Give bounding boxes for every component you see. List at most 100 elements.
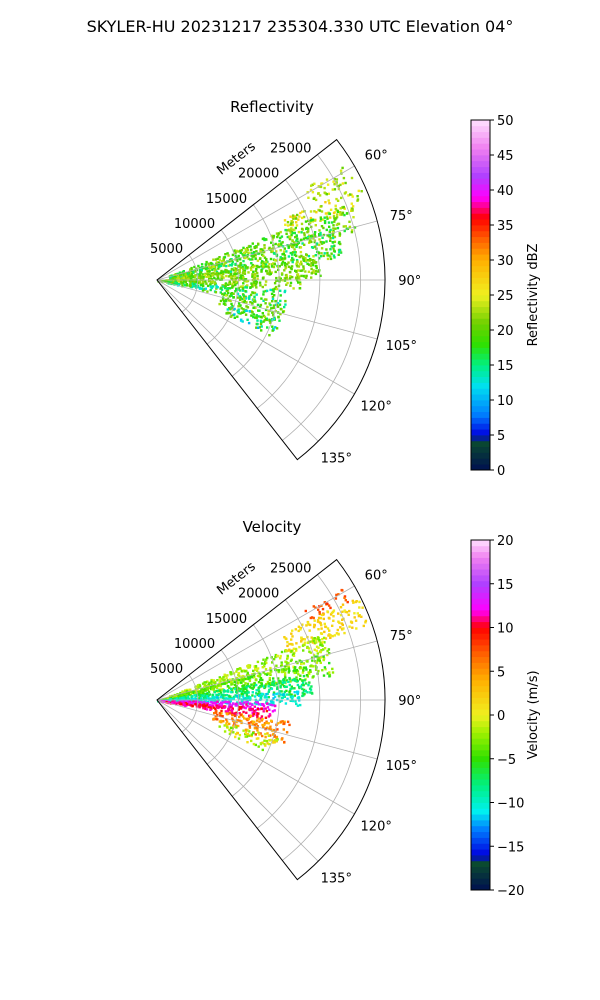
echo-gate (300, 684, 304, 687)
echo-gate (249, 714, 253, 718)
echo-gate (313, 240, 316, 244)
echo-gate (294, 669, 298, 672)
echo-gate (226, 252, 229, 255)
echo-gate (303, 643, 306, 647)
echo-gate (328, 225, 331, 228)
echo-gate (229, 308, 232, 311)
echo-gate (274, 300, 277, 303)
sector-outline (156, 138, 386, 461)
echo-gate (212, 258, 215, 261)
echo-gate (275, 681, 278, 685)
echo-gate (288, 265, 291, 268)
polar-grid (156, 574, 385, 862)
echo-gate (326, 672, 329, 675)
echo-gate (242, 246, 245, 250)
echo-gate (334, 207, 337, 211)
echo-gate (337, 612, 340, 615)
echo-gate (290, 632, 293, 635)
echo-gate (239, 289, 242, 292)
colorbar-segment (471, 849, 490, 856)
echo-gate (257, 737, 260, 740)
echo-gate (300, 227, 304, 231)
radial-tick-label: 15000 (206, 612, 247, 627)
echo-gate (333, 244, 336, 247)
echo-gate (300, 662, 303, 665)
echo-gate (245, 305, 248, 308)
echo-gate (324, 625, 327, 628)
echo-gate (321, 638, 324, 641)
echo-gate (228, 702, 232, 706)
echo-gate (278, 258, 282, 261)
colorbar-segment (471, 580, 490, 588)
echo-gate (250, 733, 253, 736)
echo-gate (227, 698, 230, 701)
echo-gate (164, 280, 167, 283)
echo-gate (267, 272, 270, 275)
echo-gate (312, 197, 315, 200)
echo-gate (301, 687, 304, 691)
echo-gate (327, 648, 331, 651)
echo-gate (209, 266, 212, 270)
echo-gate (220, 677, 224, 680)
echo-gate (291, 239, 294, 242)
echo-gate (246, 266, 249, 269)
echo-gate (242, 678, 246, 681)
echo-gate (240, 249, 244, 252)
colorbar-segment (471, 429, 490, 436)
echo-gate (334, 597, 338, 600)
range-ring (257, 179, 321, 409)
colorbar-segment (471, 825, 490, 833)
echo-gate (328, 629, 331, 632)
echo-gate (245, 694, 249, 697)
echo-gate (307, 684, 310, 687)
echo-gate (206, 694, 209, 698)
echo-gate (276, 683, 279, 686)
echo-gate (242, 680, 245, 683)
echo-gate (332, 619, 335, 622)
echo-gate (284, 228, 287, 232)
echo-gate (181, 694, 184, 698)
echo-gate (319, 216, 322, 219)
echo-gate (233, 316, 236, 319)
colorbar-segment (471, 417, 490, 424)
echo-gate (239, 258, 242, 261)
echo-gate (272, 306, 275, 310)
echo-gate (250, 254, 253, 257)
echo-gate (326, 649, 329, 653)
echo-gate (244, 313, 248, 316)
echo-gate (235, 720, 238, 724)
echo-gate (263, 315, 267, 319)
echo-gate (240, 702, 243, 705)
echo-gate (268, 708, 271, 711)
colorbar-segment (471, 627, 490, 634)
echo-gate (234, 254, 237, 257)
echo-gate (209, 283, 212, 286)
echo-gate (328, 661, 331, 665)
echo-gate (237, 302, 241, 305)
echo-gate (300, 263, 303, 266)
echo-gate (228, 701, 232, 704)
colorbar-segment (471, 382, 490, 389)
echo-gate (289, 687, 292, 691)
echo-gate (293, 677, 296, 681)
echo-gate (262, 290, 265, 293)
echo-gate (351, 207, 354, 211)
echo-gate (252, 686, 255, 689)
colorbar-segment (471, 347, 490, 354)
echo-gate (229, 673, 232, 676)
echo-gate (227, 690, 230, 693)
theta-tick-label: 120° (361, 819, 392, 834)
echo-gate (275, 276, 278, 280)
colorbar-segment (471, 545, 490, 553)
echo-gate (309, 691, 312, 694)
echo-gate (290, 650, 293, 653)
echo-gate (325, 240, 328, 243)
echo-gate (263, 739, 266, 742)
echo-gate (259, 305, 262, 308)
echo-gate (357, 614, 361, 618)
echo-gate (353, 612, 356, 615)
echo-gate (251, 273, 254, 276)
colorbar-segment (471, 738, 490, 745)
echo-gate (237, 308, 240, 311)
echo-gate (214, 258, 218, 261)
